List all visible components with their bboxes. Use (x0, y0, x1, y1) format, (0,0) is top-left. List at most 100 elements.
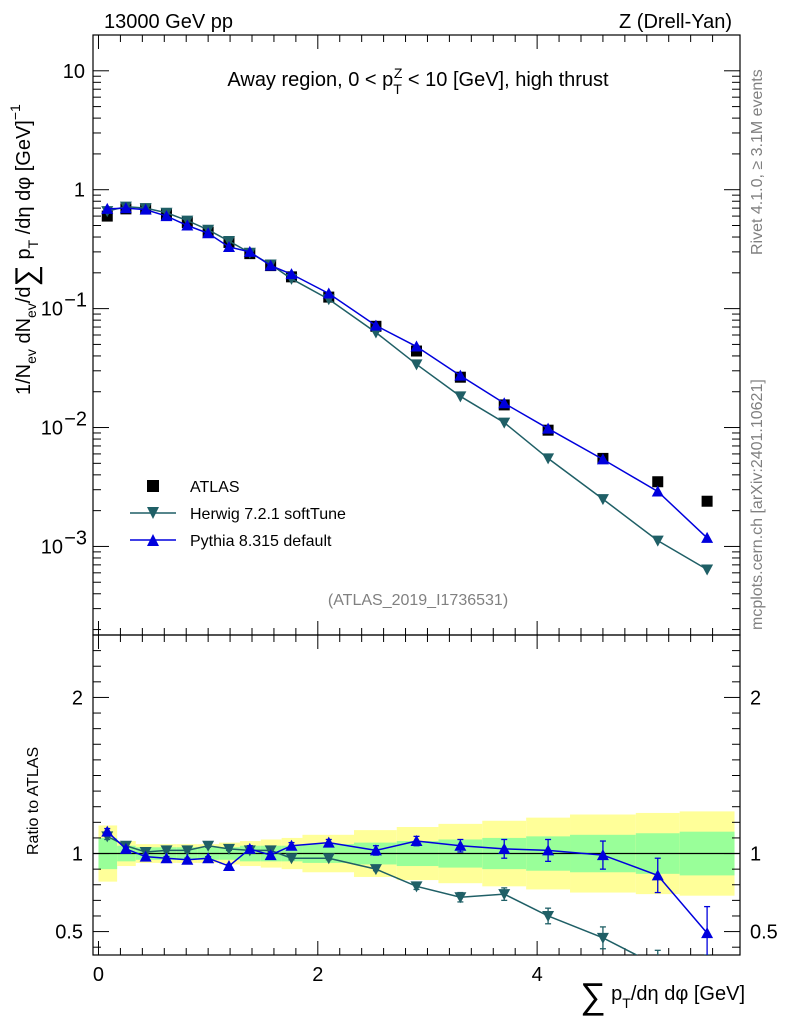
plot-title: Away region, 0 < pTZ < 10 [GeV], high th… (227, 65, 609, 97)
ratio-point (596, 849, 609, 861)
ratio-point (160, 845, 173, 857)
ratio-point (222, 860, 235, 872)
legend-herwig-marker (147, 507, 159, 519)
data-point (202, 227, 215, 239)
ratio-point (701, 966, 713, 977)
x-tick-label: 0 (93, 964, 104, 986)
legend: ATLAS Herwig 7.2.1 softTune Pythia 8.315… (130, 479, 346, 550)
x-tick-label: 2 (312, 964, 323, 986)
mcplots-label: mcplots.cern.ch [arXiv:2401.10621] (749, 379, 766, 630)
data-point (498, 417, 511, 429)
ratio-point (202, 852, 215, 864)
data-point (264, 259, 277, 271)
data-point (181, 219, 194, 231)
y-tick-label: 10 (41, 536, 63, 558)
ratio-point (498, 889, 511, 901)
data-point (322, 287, 335, 299)
header-left: 13000 GeV pp (104, 11, 233, 33)
x-tick-label: 4 (532, 964, 543, 986)
data-point (410, 359, 423, 371)
data-point (101, 202, 114, 214)
legend-atlas-label: ATLAS (190, 479, 240, 496)
ratio-point (410, 881, 423, 893)
data-point (222, 240, 235, 252)
ratio-point (202, 840, 215, 852)
ratio-point (542, 844, 555, 856)
data-point (596, 453, 609, 465)
ratio-point (454, 892, 467, 904)
data-point (410, 340, 423, 352)
ratio-point (542, 910, 555, 922)
ratio-y-tick-label-right: 2 (750, 687, 761, 709)
data-point (651, 535, 664, 547)
ratio-panel-frame (92, 634, 741, 956)
y-tick-label: 10 (63, 61, 85, 83)
main-y-label: 1/Nev dNev/d∑ pT /dη dφ [GeV]−1 (7, 104, 43, 395)
data-point (542, 453, 555, 465)
data-point (542, 422, 555, 434)
ratio-y-tick-label: 1 (72, 844, 83, 866)
ratio-point (498, 842, 511, 854)
x-axis-label: ∑ pT/dη dφ [GeV] (580, 975, 745, 1016)
watermark: (ATLAS_2019_I1736531) (328, 592, 508, 609)
data-point (454, 391, 467, 403)
ratio-point (181, 845, 194, 857)
ratio-y-tick-label: 0.5 (55, 922, 83, 944)
ratio-y-tick-label-right: 0.5 (750, 922, 778, 944)
y-tick-exponent: −3 (64, 527, 87, 549)
ratio-point (160, 852, 173, 864)
ratio-point (651, 869, 664, 881)
ratio-clip-group (101, 825, 714, 977)
data-point (701, 495, 713, 507)
data-point (454, 369, 467, 381)
data-point (701, 531, 714, 543)
ratio-point (596, 932, 609, 944)
ratio-point (181, 853, 194, 865)
ratio-point (322, 853, 335, 865)
y-tick-exponent: −1 (64, 290, 87, 312)
ratio-point (101, 825, 114, 837)
data-point (160, 210, 173, 222)
ratio-point (369, 844, 382, 856)
data-point (139, 203, 152, 215)
header-right: Z (Drell-Yan) (619, 11, 732, 33)
data-point (285, 268, 298, 280)
ratio-point (285, 839, 298, 851)
legend-atlas-marker (147, 480, 159, 492)
main-series-layer (101, 201, 714, 576)
data-point (119, 202, 132, 214)
ratio-point (119, 842, 132, 854)
ratio-point (701, 927, 714, 939)
data-point (498, 397, 511, 409)
data-point (596, 494, 609, 506)
y-tick-label: 10 (41, 299, 63, 321)
ratio-point (243, 842, 256, 854)
ratio-point (285, 853, 298, 865)
data-point (369, 319, 382, 331)
y-tick-label: 10 (41, 418, 63, 440)
ratio-point (410, 835, 423, 847)
data-point (651, 485, 664, 497)
data-point (243, 245, 256, 257)
ratio-point (652, 961, 664, 972)
ratio-series-layer (101, 825, 714, 977)
rivet-label: Rivet 4.1.0, ≥ 3.1M events (749, 69, 766, 255)
ratio-y-tick-label: 2 (72, 687, 83, 709)
y-tick-exponent: −2 (64, 409, 87, 431)
ratio-point (222, 843, 235, 855)
ratio-y-tick-label-right: 1 (750, 844, 761, 866)
ratio-y-label: Ratio to ATLAS (25, 747, 42, 855)
ratio-point (264, 849, 277, 861)
legend-pythia-label: Pythia 8.315 default (190, 533, 332, 550)
ratio-point (369, 864, 382, 876)
y-tick-label: 1 (74, 180, 85, 202)
legend-herwig-label: Herwig 7.2.1 softTune (190, 506, 346, 523)
ratio-point (454, 839, 467, 851)
ratio-point (139, 850, 152, 862)
ratio-axes: 0.5 0.5 1 1 2 2 0 2 4 (55, 635, 778, 986)
data-point (652, 476, 664, 488)
data-point (701, 564, 714, 576)
ratio-point (322, 836, 335, 848)
